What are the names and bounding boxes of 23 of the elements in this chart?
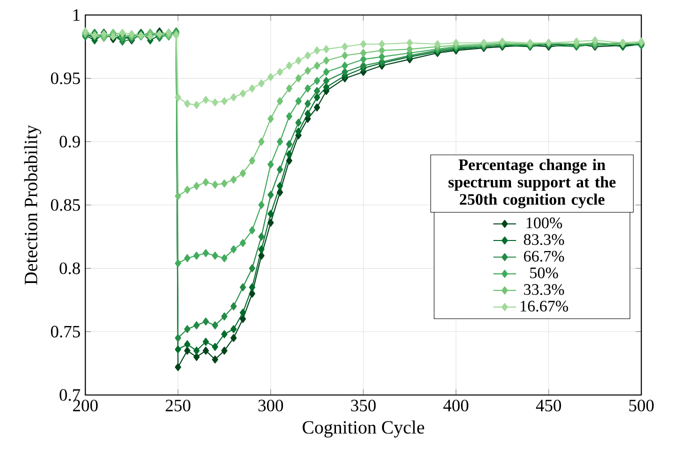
- x-tick-label: 250: [166, 400, 190, 412]
- x-tick-label: 350: [351, 400, 376, 412]
- legend-label: 33.3%: [524, 284, 564, 295]
- y-tick-label: 0.95: [50, 72, 80, 84]
- y-tick-label: 0.9: [60, 136, 80, 148]
- x-tick-label: 400: [443, 400, 468, 412]
- x-axis-title: Cognition Cycle: [302, 420, 424, 438]
- x-tick-label: 200: [73, 400, 98, 412]
- y-tick-label: 0.7: [60, 389, 80, 401]
- y-tick-label: 0.8: [60, 262, 80, 274]
- x-tick-label: 450: [536, 400, 562, 412]
- legend-label: 83.3%: [524, 234, 564, 246]
- y-axis-title: Detection Probability: [24, 124, 42, 285]
- legend-label: 100%: [526, 218, 562, 228]
- x-tick-label: 300: [258, 400, 284, 412]
- legend-label: 66.7%: [524, 250, 564, 262]
- legend-title: Percentage change in spectrum support at the 250th cognition cycle: [448, 158, 616, 208]
- legend-label: 16.67%: [520, 300, 568, 312]
- legend-label: 50%: [530, 267, 558, 278]
- y-tick-label: 1: [73, 9, 80, 21]
- y-tick-label: 0.75: [50, 326, 80, 338]
- x-tick-label: 500: [629, 400, 654, 412]
- y-tick-label: 0.85: [50, 199, 80, 211]
